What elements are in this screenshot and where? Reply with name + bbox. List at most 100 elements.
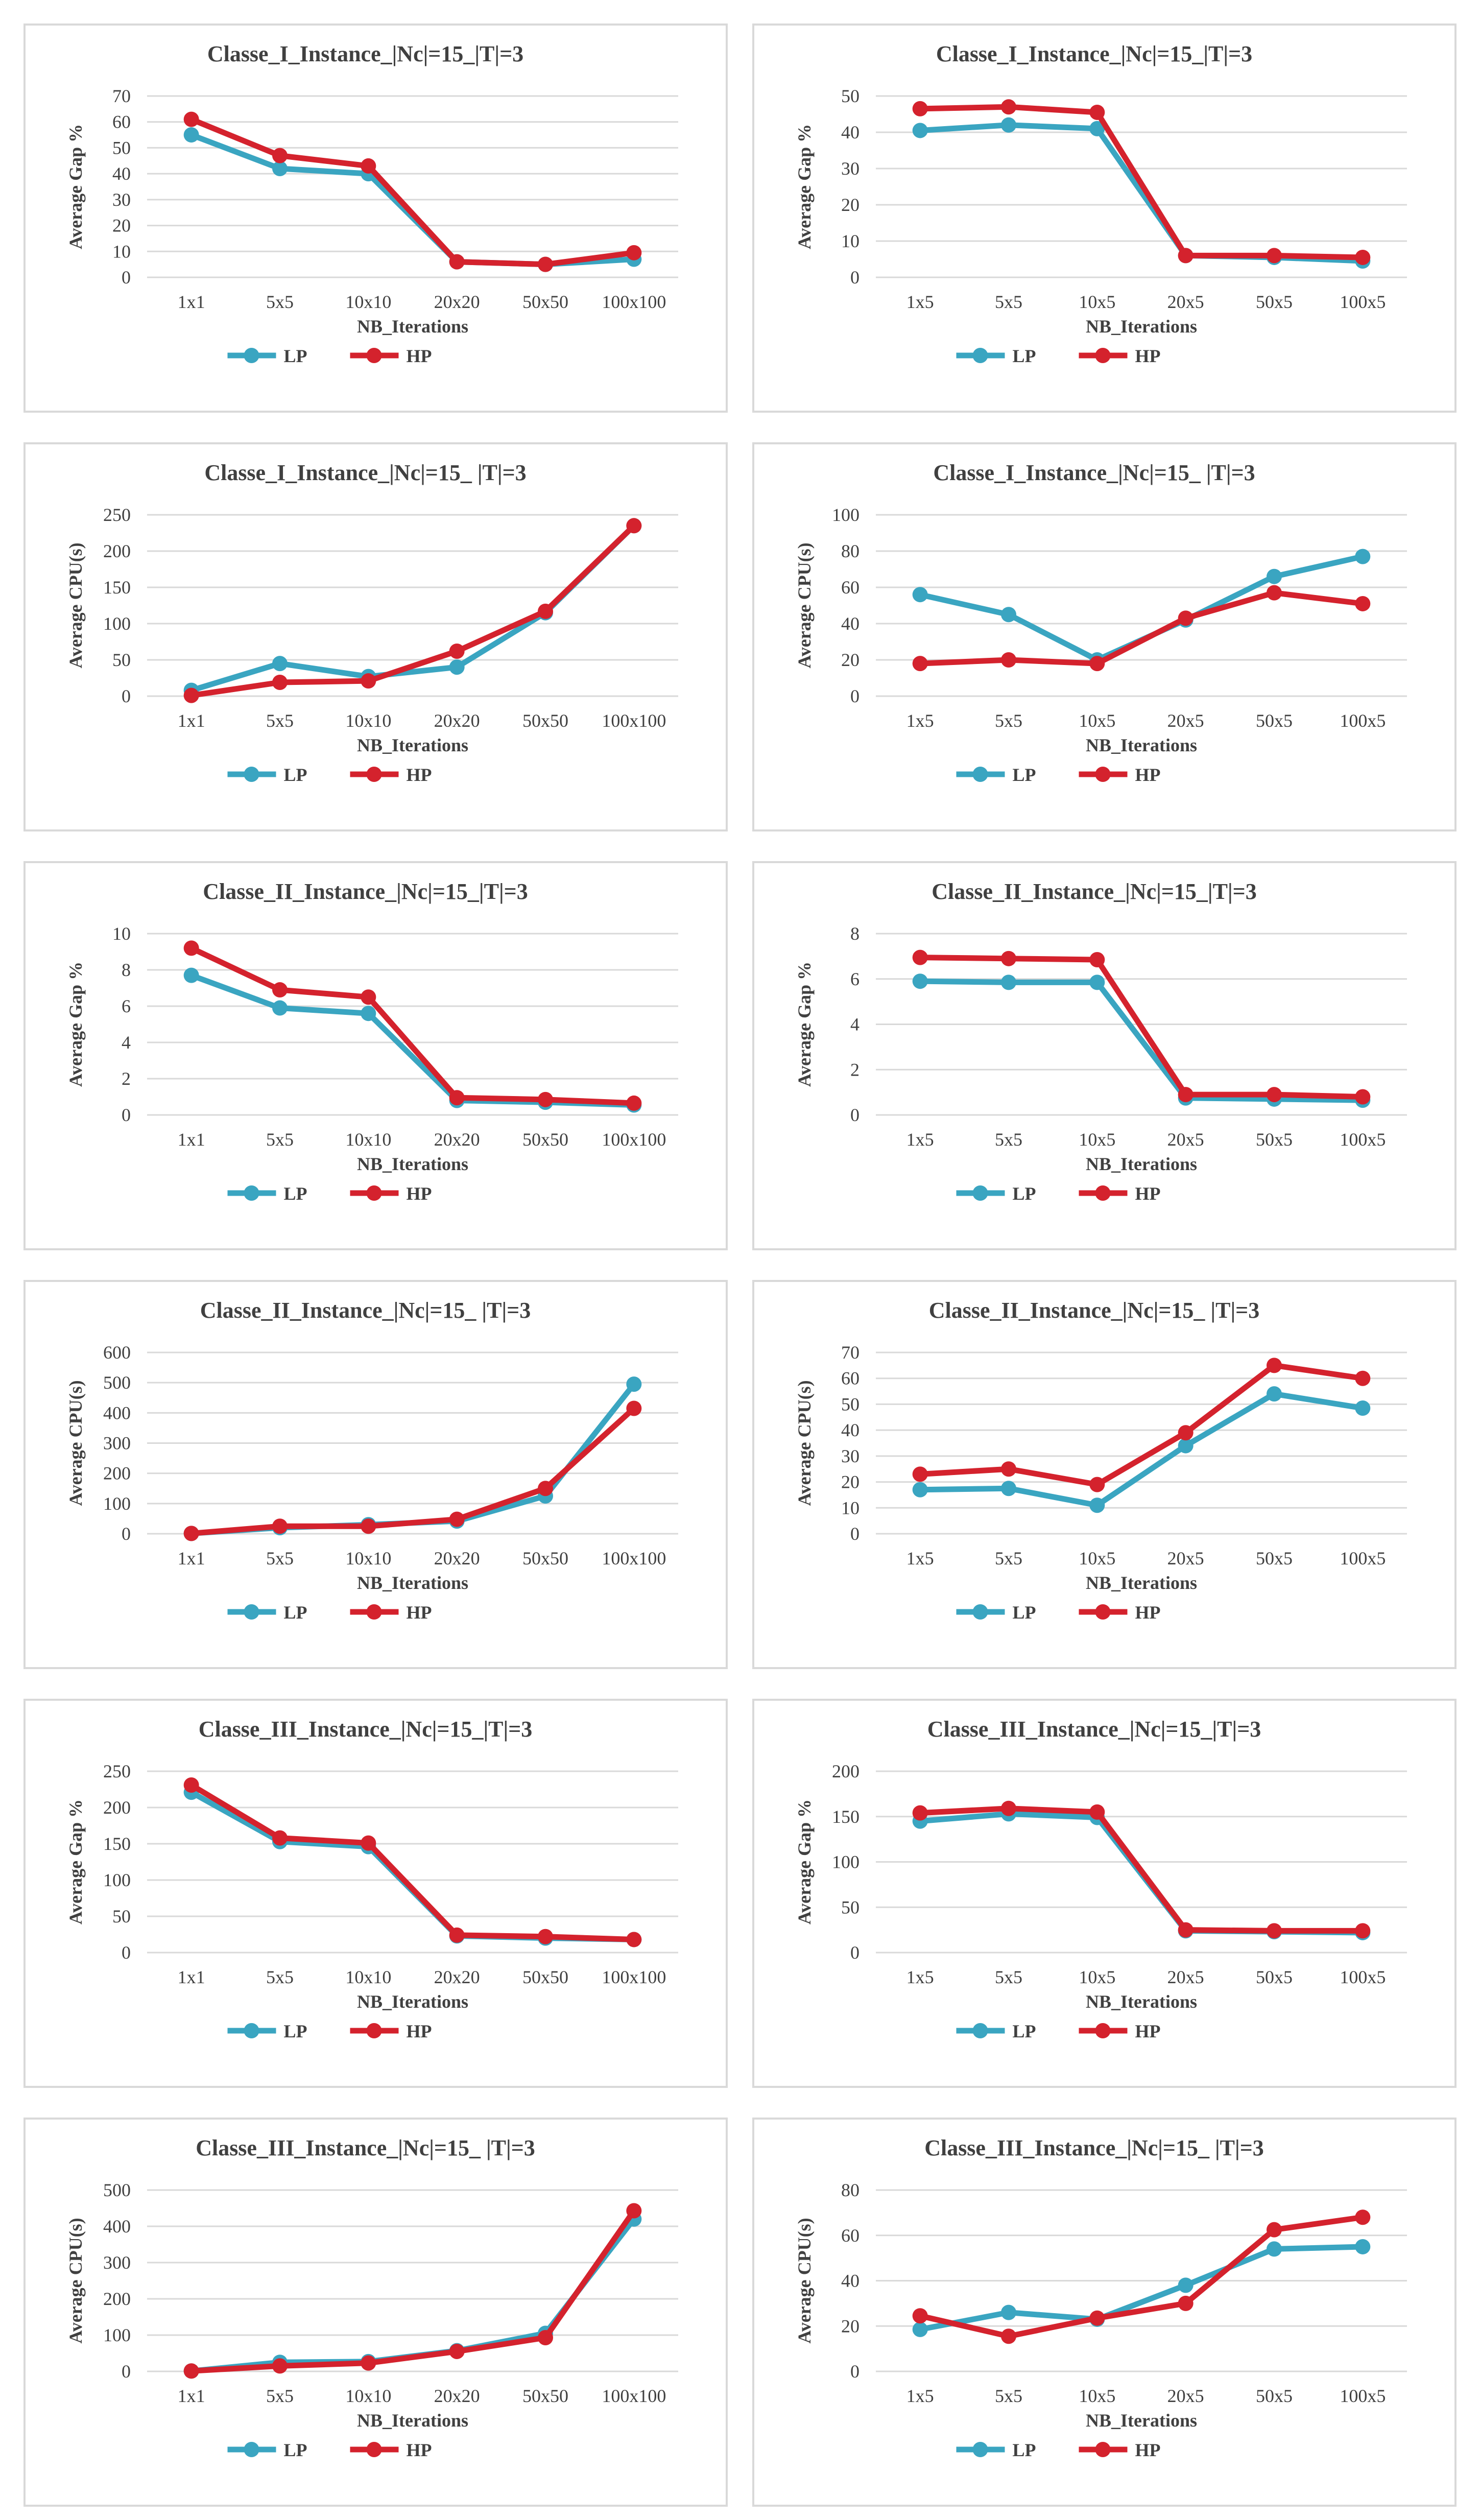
y-tick-label: 300 [103,2252,131,2273]
x-tick-label: 20x5 [1167,710,1204,731]
data-point-hp [1178,610,1193,626]
y-tick-label: 150 [832,1806,860,1827]
series-line-hp [917,1362,1366,1488]
y-tick-label: 100 [103,2325,131,2345]
x-axis-label: NB_Iterations [1086,1573,1197,1593]
y-tick-label: 10 [841,231,860,251]
y-tick-label: 200 [103,541,131,561]
chart-frame [23,442,728,831]
y-tick-label: 40 [841,2271,860,2291]
chart-title: Classe_I_Instance_|Nc|=15_|T|=3 [936,41,1252,66]
chart-title: Classe_I_Instance_|Nc|=15_|T|=3 [207,41,523,66]
y-axis-label: Average Gap % [794,1799,815,1924]
y-tick-label: 10 [112,923,131,944]
data-point-hp [1089,2310,1105,2326]
x-tick-label: 1x5 [906,710,934,731]
data-point-lp [1178,1438,1193,1454]
legend-label-hp: HP [1135,1602,1161,1623]
y-tick-label: 6 [122,996,131,1016]
y-axis-label: Average Gap % [65,124,86,249]
legend-marker-lp [244,348,259,363]
x-tick-label: 1x1 [178,1967,205,1987]
legend-label-lp: LP [1013,765,1036,785]
legend-marker-lp [972,348,988,363]
data-point-hp [272,675,288,691]
x-tick-label: 5x5 [995,292,1022,312]
y-tick-label: 20 [841,1472,860,1492]
legend-label-lp: LP [284,1183,307,1204]
chart-title: Classe_III_Instance_|Nc|=15_|T|=3 [199,1717,533,1742]
chart-title: Classe_II_Instance_|Nc|=15_ |T|=3 [200,1298,531,1323]
x-tick-label: 100x100 [602,2386,666,2406]
data-point-hp [912,1805,928,1821]
x-tick-label: 100x100 [602,710,666,731]
y-axis-label: Average CPU(s) [794,1380,815,1506]
x-tick-label: 1x1 [178,1129,205,1150]
y-axis-label: Average CPU(s) [65,1380,86,1506]
x-tick-label: 50x50 [522,1129,568,1150]
data-point-hp [183,940,199,956]
x-tick-label: 50x50 [522,1967,568,1987]
y-tick-label: 30 [841,1446,860,1466]
chart-title: Classe_I_Instance_|Nc|=15_ |T|=3 [933,460,1255,485]
y-tick-label: 60 [841,577,860,598]
series-line-hp [917,104,1366,260]
x-tick-label: 50x50 [522,1548,568,1568]
x-tick-label: 10x10 [345,1967,391,1987]
data-point-hp [1178,1922,1193,1938]
legend-label-hp: HP [1135,1183,1161,1204]
chart-frame [23,861,728,1250]
data-point-hp [538,603,553,619]
x-tick-label: 50x5 [1256,710,1293,731]
data-point-lp [1267,1386,1282,1402]
y-tick-label: 70 [112,86,131,106]
data-point-hp [1355,1923,1371,1939]
y-tick-label: 50 [841,86,860,106]
x-tick-label: 20x5 [1167,292,1204,312]
legend-label-hp: HP [407,765,432,785]
data-point-hp [1267,1358,1282,1373]
y-tick-label: 300 [103,1433,131,1454]
data-point-hp [626,1095,642,1111]
series-line-hp [917,955,1366,1100]
y-axis-label: Average Gap % [65,962,86,1087]
data-point-hp [626,245,642,260]
x-tick-label: 20x5 [1167,1129,1204,1150]
data-point-hp [1089,656,1105,672]
x-tick-label: 5x5 [995,2386,1022,2406]
data-point-lp [1001,607,1016,623]
legend-label-lp: LP [1013,2021,1036,2041]
x-axis-label: NB_Iterations [357,735,468,755]
y-tick-label: 70 [841,1342,860,1363]
x-tick-label: 1x1 [178,710,205,731]
x-tick-label: 20x20 [434,710,480,731]
x-axis-label: NB_Iterations [357,316,468,337]
x-tick-label: 20x5 [1167,1967,1204,1987]
legend-label-hp: HP [407,1602,432,1623]
y-tick-label: 50 [841,1897,860,1917]
data-point-lp [1355,2239,1371,2254]
data-point-hp [626,1400,642,1416]
x-tick-label: 50x50 [522,710,568,731]
x-tick-label: 100x5 [1340,2386,1386,2406]
y-tick-label: 20 [841,650,860,670]
x-tick-label: 20x20 [434,1129,480,1150]
legend-marker-hp [1095,2442,1111,2457]
y-tick-label: 60 [841,1368,860,1389]
y-tick-label: 0 [122,1942,131,1963]
x-tick-label: 10x10 [345,1129,391,1150]
y-tick-label: 200 [103,2289,131,2309]
y-tick-label: 4 [850,1014,860,1035]
chart-title: Classe_II_Instance_|Nc|=15_ |T|=3 [929,1298,1259,1323]
x-axis-label: NB_Iterations [357,1154,468,1174]
data-point-hp [272,148,288,163]
x-axis-label: NB_Iterations [1086,735,1197,755]
series-line-hp [188,1782,637,1942]
data-point-hp [449,1511,465,1527]
data-point-hp [361,158,376,174]
y-tick-label: 80 [841,541,860,561]
legend-marker-hp [366,2442,382,2457]
y-tick-label: 100 [103,1870,131,1890]
legend-label-hp: HP [1135,2021,1161,2041]
